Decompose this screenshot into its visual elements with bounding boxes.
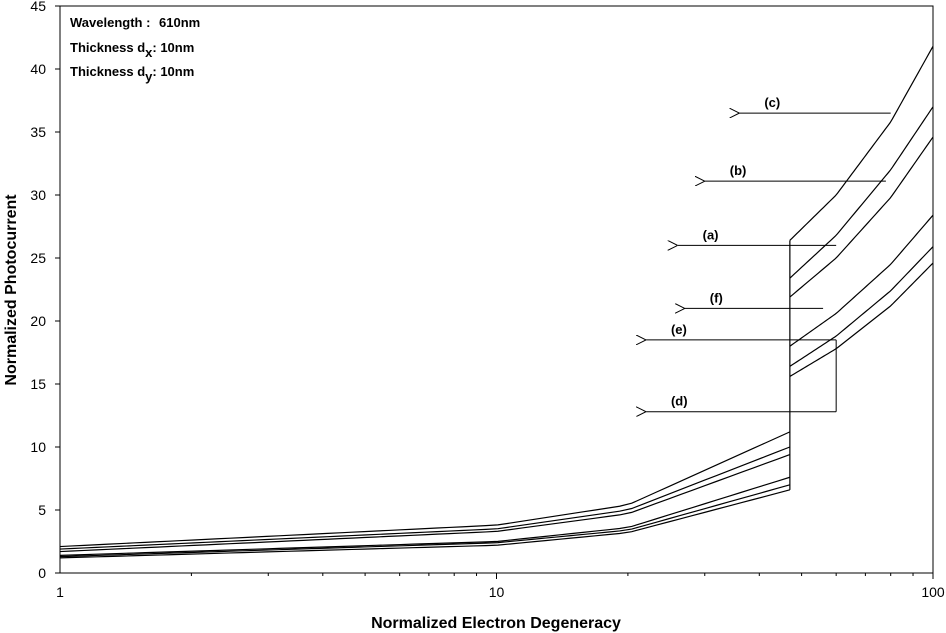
plot-frame <box>59 5 934 574</box>
thickness-y-prefix: Thickness d <box>70 64 145 79</box>
x-axis: 1 10 100 <box>56 573 945 600</box>
series-curve-low <box>59 431 791 548</box>
label-text: (f) <box>710 290 723 305</box>
y-axis: 0 5 10 15 20 25 30 35 40 45 <box>30 0 60 581</box>
y-tick-label: 40 <box>30 61 46 77</box>
series-b <box>59 106 934 550</box>
y-tick-label: 45 <box>30 0 46 14</box>
series-layer <box>59 46 934 559</box>
y-tick-label: 20 <box>30 313 46 329</box>
curve-label-f: (f) <box>685 290 824 308</box>
label-text: (e) <box>671 322 687 337</box>
x-tick-label: 10 <box>489 584 505 600</box>
curve-labels-layer: (c) (b) (a) (f) (e) (d) <box>646 95 891 412</box>
series-curve-high <box>789 46 934 241</box>
parameters-legend: Wavelength : 610nm Thickness dx: 10nm Th… <box>70 15 200 84</box>
label-text: (c) <box>764 95 780 110</box>
series-e <box>59 246 934 558</box>
thickness-x-sub: x <box>145 45 153 60</box>
series-d <box>59 262 934 559</box>
series-curve-high <box>789 136 934 298</box>
x-tick-label: 1 <box>56 584 64 600</box>
y-tick-label: 35 <box>30 124 46 140</box>
series-c <box>59 46 934 548</box>
svg-text:Thickness dy: 10nm: Thickness dy: 10nm <box>70 64 194 84</box>
curve-label-c: (c) <box>739 95 891 113</box>
x-axis-title: Normalized Electron Degeneracy <box>371 615 621 632</box>
series-curve-low <box>59 484 791 558</box>
y-tick-label: 10 <box>30 439 46 455</box>
y-tick-label: 5 <box>38 502 46 518</box>
label-text: (d) <box>671 394 688 409</box>
label-text: (b) <box>730 163 747 178</box>
wavelength-value: 610nm <box>159 15 200 30</box>
x-tick-label: 100 <box>921 584 945 600</box>
y-tick-label: 25 <box>30 250 46 266</box>
y-tick-label: 15 <box>30 376 46 392</box>
series-curve-low <box>59 489 791 559</box>
series-curve-low <box>59 446 791 550</box>
thickness-y-sub: y <box>145 69 153 84</box>
y-axis-title: Normalized Photocurrent <box>3 194 20 386</box>
curve-label-a: (a) <box>678 227 837 245</box>
curve-label-e: (e) <box>646 322 837 340</box>
series-a <box>59 136 934 553</box>
series-curve-high <box>789 214 934 347</box>
svg-text:Thickness dx: 10nm: Thickness dx: 10nm <box>70 40 194 60</box>
curve-label-d: (d) <box>646 394 837 412</box>
series-f <box>59 214 934 556</box>
series-curve-high <box>789 246 934 367</box>
label-text: (a) <box>703 227 719 242</box>
series-curve-low <box>59 476 791 556</box>
curve-label-b: (b) <box>705 163 886 181</box>
thickness-y-value: : 10nm <box>152 64 194 79</box>
series-curve-high <box>789 262 934 377</box>
series-curve-low <box>59 453 791 553</box>
wavelength-label: Wavelength : <box>70 15 150 30</box>
thickness-x-value: : 10nm <box>152 40 194 55</box>
thickness-x-prefix: Thickness d <box>70 40 145 55</box>
svg-text:Wavelength : 610nm: Wavelength : 610nm <box>70 15 200 30</box>
y-tick-label: 30 <box>30 187 46 203</box>
y-tick-label: 0 <box>38 565 46 581</box>
series-curve-high <box>789 106 934 279</box>
